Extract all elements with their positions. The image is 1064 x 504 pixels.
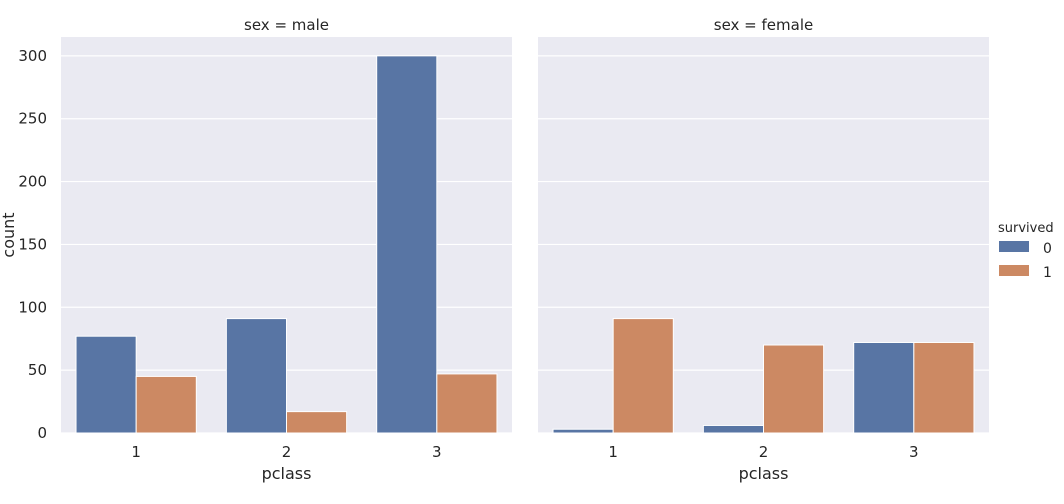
y-tick-label: 50 xyxy=(28,361,47,379)
x-tick-label: 3 xyxy=(909,443,919,461)
x-axis-label: pclass xyxy=(739,464,789,483)
y-tick-label: 250 xyxy=(18,110,47,128)
y-axis-label: count xyxy=(0,212,18,257)
x-tick-label: 3 xyxy=(432,443,442,461)
y-tick-label: 100 xyxy=(18,298,47,316)
x-axis-label: pclass xyxy=(262,464,312,483)
bar-1-survived-0 xyxy=(552,428,614,434)
bar-3-survived-0 xyxy=(853,341,915,434)
legend-swatch-0 xyxy=(999,241,1029,252)
legend-label-0: 0 xyxy=(1043,241,1052,257)
facet-title: sex = male xyxy=(244,16,329,34)
facet-title: sex = female xyxy=(714,16,813,34)
legend-title: survived xyxy=(998,221,1054,236)
bar-3-survived-0 xyxy=(376,55,438,434)
bar-3-survived-1 xyxy=(913,341,975,434)
bar-3-survived-1 xyxy=(436,373,498,434)
bar-1-survived-1 xyxy=(612,318,674,434)
y-tick-label: 200 xyxy=(18,173,47,191)
x-tick-label: 2 xyxy=(282,443,292,461)
bar-1-survived-0 xyxy=(75,335,137,434)
bar-2-survived-0 xyxy=(225,318,288,434)
x-tick-label: 1 xyxy=(131,443,141,461)
bar-2-survived-1 xyxy=(763,344,825,434)
x-tick-label: 2 xyxy=(759,443,769,461)
y-tick-label: 150 xyxy=(18,235,47,253)
y-tick-label: 0 xyxy=(37,424,47,442)
bar-2-survived-1 xyxy=(286,411,348,434)
y-tick-label: 300 xyxy=(18,47,47,65)
x-tick-label: 1 xyxy=(608,443,618,461)
legend-label-1: 1 xyxy=(1043,265,1052,281)
legend-swatch-1 xyxy=(999,265,1029,276)
bar-1-survived-1 xyxy=(135,375,197,434)
bar-2-survived-0 xyxy=(702,424,764,434)
